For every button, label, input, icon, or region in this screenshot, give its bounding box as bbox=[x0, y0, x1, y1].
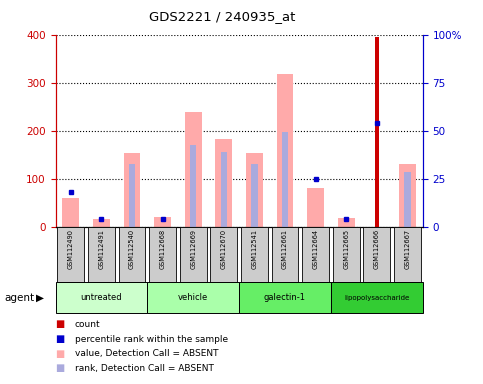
Text: galectin-1: galectin-1 bbox=[264, 293, 306, 302]
Bar bbox=[118, 227, 145, 282]
Bar bbox=[246, 153, 263, 227]
Text: lipopolysaccharide: lipopolysaccharide bbox=[344, 295, 410, 301]
Bar bbox=[404, 172, 411, 227]
Text: ■: ■ bbox=[56, 319, 65, 329]
Text: ▶: ▶ bbox=[36, 293, 44, 303]
Text: GSM112490: GSM112490 bbox=[68, 229, 74, 269]
Text: GSM112540: GSM112540 bbox=[129, 229, 135, 269]
Bar bbox=[277, 74, 293, 227]
Bar bbox=[302, 227, 329, 282]
Bar bbox=[363, 227, 390, 282]
Bar bbox=[147, 282, 239, 313]
Bar bbox=[331, 282, 423, 313]
Text: GSM112669: GSM112669 bbox=[190, 229, 196, 269]
Text: GSM112491: GSM112491 bbox=[99, 229, 104, 269]
Text: GSM112667: GSM112667 bbox=[404, 229, 411, 269]
Bar bbox=[190, 145, 197, 227]
Bar bbox=[149, 227, 176, 282]
Bar bbox=[394, 227, 421, 282]
Bar bbox=[307, 188, 324, 227]
Bar bbox=[62, 198, 79, 227]
Text: count: count bbox=[75, 320, 100, 329]
Text: GSM112661: GSM112661 bbox=[282, 229, 288, 269]
Bar bbox=[129, 164, 135, 227]
Bar bbox=[185, 113, 201, 227]
Bar bbox=[271, 227, 298, 282]
Bar bbox=[399, 164, 416, 227]
Bar bbox=[251, 164, 257, 227]
Text: vehicle: vehicle bbox=[178, 293, 208, 302]
Bar bbox=[57, 227, 85, 282]
Text: GSM112670: GSM112670 bbox=[221, 229, 227, 269]
Bar bbox=[88, 227, 115, 282]
Text: ■: ■ bbox=[56, 363, 65, 373]
Bar bbox=[215, 139, 232, 227]
Bar bbox=[180, 227, 207, 282]
Text: percentile rank within the sample: percentile rank within the sample bbox=[75, 334, 228, 344]
Text: ■: ■ bbox=[56, 334, 65, 344]
Bar bbox=[375, 37, 379, 227]
Text: agent: agent bbox=[5, 293, 35, 303]
Text: GDS2221 / 240935_at: GDS2221 / 240935_at bbox=[149, 10, 296, 23]
Bar bbox=[221, 152, 227, 227]
Text: ■: ■ bbox=[56, 349, 65, 359]
Bar bbox=[154, 217, 171, 227]
Text: GSM112665: GSM112665 bbox=[343, 229, 349, 269]
Text: value, Detection Call = ABSENT: value, Detection Call = ABSENT bbox=[75, 349, 218, 358]
Bar bbox=[56, 282, 147, 313]
Bar bbox=[239, 282, 331, 313]
Text: GSM112541: GSM112541 bbox=[251, 229, 257, 269]
Text: rank, Detection Call = ABSENT: rank, Detection Call = ABSENT bbox=[75, 364, 214, 373]
Text: GSM112666: GSM112666 bbox=[374, 229, 380, 269]
Bar bbox=[333, 227, 360, 282]
Text: untreated: untreated bbox=[81, 293, 122, 302]
Text: GSM112668: GSM112668 bbox=[159, 229, 166, 269]
Bar bbox=[338, 218, 355, 227]
Bar bbox=[210, 227, 237, 282]
Bar bbox=[282, 132, 288, 227]
Bar bbox=[124, 153, 141, 227]
Bar bbox=[241, 227, 268, 282]
Text: GSM112664: GSM112664 bbox=[313, 229, 319, 269]
Bar bbox=[93, 219, 110, 227]
